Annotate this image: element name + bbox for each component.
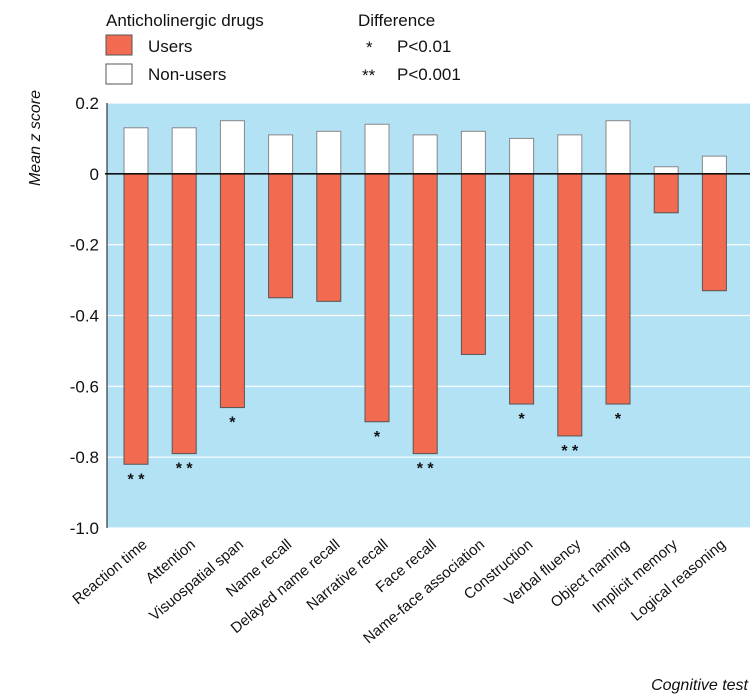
legend: Anticholinergic drugs Users Non-users Di… xyxy=(105,11,461,85)
legend-diff-label-1: P<0.01 xyxy=(397,37,451,56)
bar-nonusers xyxy=(653,166,679,175)
bar-nonusers xyxy=(268,134,294,175)
bar-users xyxy=(171,173,197,455)
bar-users xyxy=(605,173,631,405)
bar-users xyxy=(509,173,535,405)
legend-group-title: Anticholinergic drugs xyxy=(106,11,264,30)
y-tick-label: -0.8 xyxy=(70,448,99,467)
significance-marker: * * xyxy=(561,443,579,460)
bars xyxy=(123,120,727,465)
legend-users-swatch xyxy=(105,34,133,56)
significance-marker: * xyxy=(374,429,381,446)
legend-users-label: Users xyxy=(148,37,192,56)
significance-marker: * * xyxy=(417,461,435,478)
significance-markers: * * * * * * * * * * * * xyxy=(128,411,622,488)
significance-marker: * xyxy=(615,411,622,428)
bar-nonusers xyxy=(557,134,583,175)
bar-nonusers xyxy=(701,155,727,175)
y-tick-labels: 0.2 0 -0.2 -0.4 -0.6 -0.8 -1.0 xyxy=(70,94,99,538)
significance-marker: * * xyxy=(176,461,194,478)
y-tick-label: -0.2 xyxy=(70,236,99,255)
bar-users xyxy=(219,173,245,409)
x-category-label: Reaction time xyxy=(69,536,150,608)
x-category-label: Narrative recall xyxy=(303,536,391,614)
significance-marker: * xyxy=(229,415,236,432)
y-tick-label: -0.4 xyxy=(70,307,99,326)
bar-nonusers xyxy=(364,123,390,175)
bar-nonusers xyxy=(509,137,535,175)
legend-nonusers-swatch xyxy=(105,63,133,85)
legend-nonusers-label: Non-users xyxy=(148,65,226,84)
bar-users xyxy=(123,173,149,465)
bar-nonusers xyxy=(219,120,245,175)
legend-diff-symbol-2: ** xyxy=(362,66,376,85)
bar-users xyxy=(460,173,486,355)
bar-nonusers xyxy=(412,134,438,175)
bar-nonusers xyxy=(316,130,342,175)
bar-nonusers xyxy=(605,120,631,175)
bar-users xyxy=(653,173,679,214)
legend-diff-symbol-1: * xyxy=(366,38,373,57)
legend-diff-label-2: P<0.001 xyxy=(397,65,461,84)
x-axis-label: Cognitive test xyxy=(651,677,748,694)
bar-nonusers xyxy=(460,130,486,175)
bar-users xyxy=(268,173,294,299)
bar-users xyxy=(412,173,438,455)
y-tick-label: -0.6 xyxy=(70,377,99,396)
legend-diff-title: Difference xyxy=(358,11,435,30)
bar-users xyxy=(316,173,342,302)
y-tick-label: 0 xyxy=(90,165,99,184)
y-axis-label: Mean z score xyxy=(27,90,44,186)
y-tick-label: -1.0 xyxy=(70,519,99,538)
bar-users xyxy=(701,173,727,292)
bar-users xyxy=(364,173,390,423)
bar-nonusers xyxy=(123,127,149,175)
bar-nonusers xyxy=(171,127,197,175)
y-tick-label: 0.2 xyxy=(75,94,99,113)
significance-marker: * xyxy=(518,411,525,428)
significance-marker: * * xyxy=(128,471,146,488)
bar-users xyxy=(557,173,583,437)
